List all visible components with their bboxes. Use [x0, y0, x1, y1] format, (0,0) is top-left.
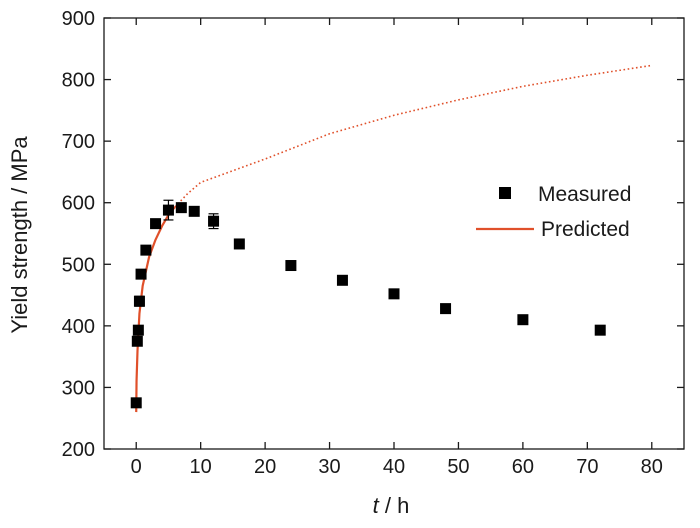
measured-point	[133, 295, 145, 307]
x-tick-label: 0	[131, 456, 142, 478]
axes: 0 10 20 30 40 50 60 70 80 200 300 400 500 600 700 800 90…	[62, 8, 685, 478]
measured-point	[132, 324, 144, 336]
y-tick-label: 600	[62, 193, 95, 215]
measured-point	[131, 335, 143, 347]
x-tick-label: 30	[318, 456, 340, 478]
x-tick-label: 70	[576, 456, 598, 478]
measured-point	[162, 204, 174, 216]
legend: Measured Predicted	[476, 183, 631, 241]
x-tick-label: 60	[512, 456, 534, 478]
plot-area	[130, 64, 652, 413]
measured-point	[440, 303, 452, 315]
measured-point	[594, 324, 606, 336]
measured-point	[175, 202, 187, 214]
y-tick-label: 200	[62, 439, 95, 461]
measured-point	[135, 268, 147, 280]
predicted-line-dotted	[174, 64, 652, 208]
x-tick-label: 20	[254, 456, 276, 478]
y-tick-label: 500	[62, 254, 95, 276]
measured-point	[150, 218, 162, 230]
measured-point	[336, 274, 348, 286]
x-tick-label: 40	[383, 456, 405, 478]
measured-point	[233, 238, 245, 250]
y-axis-title: Yield strength / MPa	[7, 136, 32, 334]
legend-label-predicted: Predicted	[541, 218, 630, 241]
x-tick-label: 50	[447, 456, 469, 478]
y-tick-label: 800	[62, 70, 95, 92]
y-tick-label: 700	[62, 131, 95, 153]
measured-point	[188, 205, 200, 217]
measured-point	[208, 215, 220, 227]
legend-label-measured: Measured	[538, 183, 631, 206]
measured-point	[140, 244, 152, 256]
y-tick-label: 400	[62, 316, 95, 338]
x-tick-label: 80	[641, 456, 663, 478]
legend-marker-measured	[499, 187, 511, 199]
measured-point	[388, 288, 400, 300]
measured-point	[517, 314, 529, 326]
x-axis-title: t / h	[373, 493, 410, 518]
measured-point	[285, 260, 297, 272]
y-tick-label: 900	[62, 8, 95, 30]
x-tick-label: 10	[190, 456, 212, 478]
measured-point	[130, 397, 142, 409]
y-tick-label: 300	[62, 377, 95, 399]
predicted-line-solid	[135, 206, 176, 413]
